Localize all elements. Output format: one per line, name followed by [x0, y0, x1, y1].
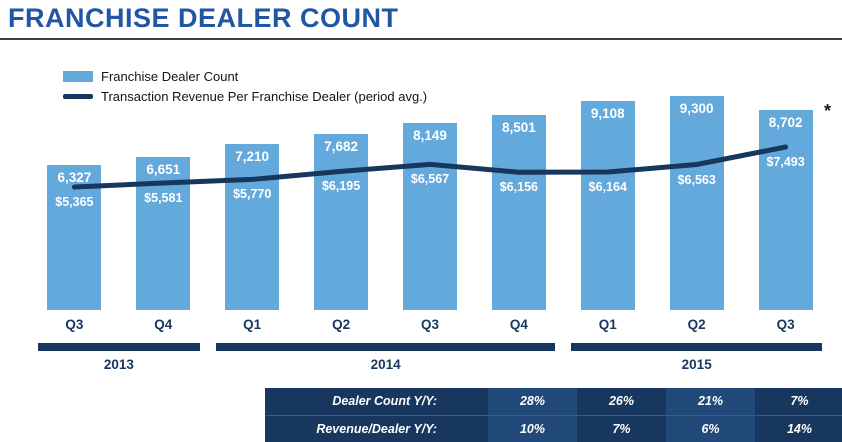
title-divider — [0, 38, 842, 40]
yoy-value-cell: 26% — [608, 394, 635, 408]
revenue-per-dealer-label: $5,770 — [233, 187, 272, 202]
year-group-bar — [215, 343, 556, 351]
line-legend-label: Transaction Revenue Per Franchise Dealer… — [101, 88, 428, 104]
revenue-per-dealer-label: $6,156 — [499, 180, 539, 195]
dealer-count-label: 7,210 — [235, 149, 270, 164]
dealer-count-bar: 6,651 — [136, 157, 191, 310]
dealer-count-bar: 6,327 — [47, 165, 102, 310]
yoy-value-cell: 28% — [488, 388, 577, 415]
dealer-count-label: 9,300 — [679, 101, 714, 116]
dealer-count-label: 9,108 — [590, 106, 625, 121]
dealer-count-label: 7,682 — [324, 139, 358, 154]
dealer-count-bar: 9,300 — [669, 96, 724, 310]
page-title: FRANCHISE DEALER COUNT — [8, 3, 399, 33]
year-label: 2015 — [681, 357, 712, 372]
year-label: 2013 — [103, 357, 134, 372]
yoy-value-cell: 7% — [612, 422, 631, 436]
dealer-count-label: 8,702 — [768, 115, 803, 130]
revenue-per-dealer-label: $5,581 — [144, 191, 183, 205]
yoy-value-cell: 7% — [790, 394, 809, 408]
dealer-count-bar: 7,210 — [225, 144, 280, 310]
year-label: 2014 — [370, 357, 401, 372]
legend-row-bar: Franchise Dealer Count — [63, 66, 427, 86]
dealer-count-bar: 8,501 — [491, 115, 546, 310]
bar-line-chart: * 6,327 $5,365 Q3 6,651 $5,581 Q4 7,210 $5,770 Q… — [0, 55, 842, 390]
chart-legend: Franchise Dealer Count Transaction Reven… — [63, 66, 427, 106]
x-axis-label: Q4 — [509, 317, 528, 332]
revenue-per-dealer-label: $7,493 — [766, 155, 805, 169]
x-axis-label: Q3 — [65, 317, 84, 332]
line-legend-swatch — [63, 93, 93, 99]
dealer-count-label: 6,327 — [57, 170, 92, 185]
yoy-table-row: Dealer Count Y/Y: 28% 26% 21% 7% — [265, 388, 842, 415]
x-axis-label: Q3 — [776, 317, 795, 332]
bar-legend-swatch — [63, 70, 93, 82]
dealer-count-bar: 8,702 — [758, 110, 813, 310]
x-axis-label: Q2 — [687, 317, 706, 332]
footnote-asterisk: * — [824, 101, 832, 121]
x-axis-label: Q3 — [420, 317, 440, 332]
year-group-bar — [571, 343, 822, 351]
yoy-value-cell: 10% — [488, 416, 577, 442]
dealer-count-bar: 8,149 — [403, 123, 457, 310]
x-axis-label: Q4 — [154, 317, 173, 332]
yoy-table-row: Revenue/Dealer Y/Y: 10% 7% 6% 14% — [265, 415, 842, 442]
dealer-count-bar: 7,682 — [314, 134, 369, 310]
x-axis-label: Q2 — [332, 317, 351, 332]
revenue-per-dealer-label: $6,195 — [321, 179, 361, 194]
year-group-bar — [38, 343, 200, 351]
dealer-count-bar: 9,108 — [580, 101, 635, 310]
dealer-count-label: 8,501 — [501, 120, 536, 135]
x-axis-label: Q1 — [598, 317, 617, 332]
revenue-per-dealer-label: $5,365 — [55, 195, 94, 209]
yoy-row-label: Dealer Count Y/Y: — [332, 394, 437, 408]
x-axis-label: Q1 — [243, 317, 262, 332]
yoy-row-label: Revenue/Dealer Y/Y: — [316, 422, 437, 436]
yoy-value-cell: 6% — [666, 416, 755, 442]
yoy-value-cell: 21% — [666, 388, 755, 415]
yoy-table: Dealer Count Y/Y: 28% 26% 21% 7% Revenue/Deal… — [265, 388, 842, 442]
dealer-count-label: 8,149 — [413, 128, 447, 143]
legend-row-line: Transaction Revenue Per Franchise Dealer… — [63, 86, 427, 106]
revenue-per-dealer-label: $6,567 — [410, 172, 450, 187]
yoy-value-cell: 14% — [786, 422, 813, 436]
revenue-per-dealer-label: $6,563 — [677, 172, 716, 187]
revenue-per-dealer-label: $6,164 — [588, 180, 627, 194]
bar-legend-label: Franchise Dealer Count — [101, 68, 239, 84]
dealer-count-label: 6,651 — [146, 162, 181, 177]
